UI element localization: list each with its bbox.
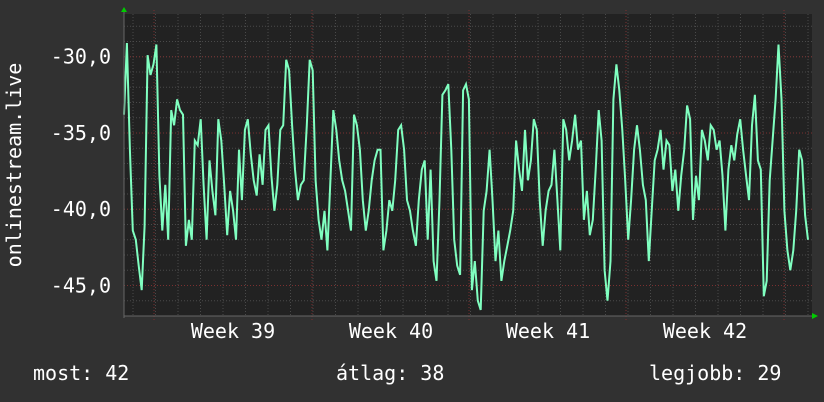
x-tick-label: Week 40 (349, 319, 433, 343)
grid (124, 10, 812, 320)
x-tick-label: Week 42 (663, 319, 747, 343)
y-ticks: -30,0 -35,0 -40,0 -45,0 (51, 45, 111, 298)
y-tick-label: -45,0 (51, 273, 111, 297)
x-ticks: Week 39 Week 40 Week 41 Week 42 (191, 319, 747, 343)
x-axis-arrow-icon (812, 313, 818, 319)
y-tick-label: -40,0 (51, 197, 111, 221)
y-axis-label: onlinestream.live (2, 63, 26, 268)
legend-current: most: 42 (33, 361, 130, 385)
plot-area (124, 14, 812, 316)
y-tick-label: -30,0 (51, 45, 111, 69)
x-tick-label: Week 41 (506, 319, 590, 343)
legend-average: átlag: 38 (336, 361, 445, 385)
y-axis-arrow-icon (121, 7, 127, 12)
legend-max: legjobb: 29 (649, 361, 782, 385)
y-tick-label: -35,0 (51, 121, 111, 145)
x-tick-label: Week 39 (191, 319, 275, 343)
series-line (123, 42, 809, 311)
